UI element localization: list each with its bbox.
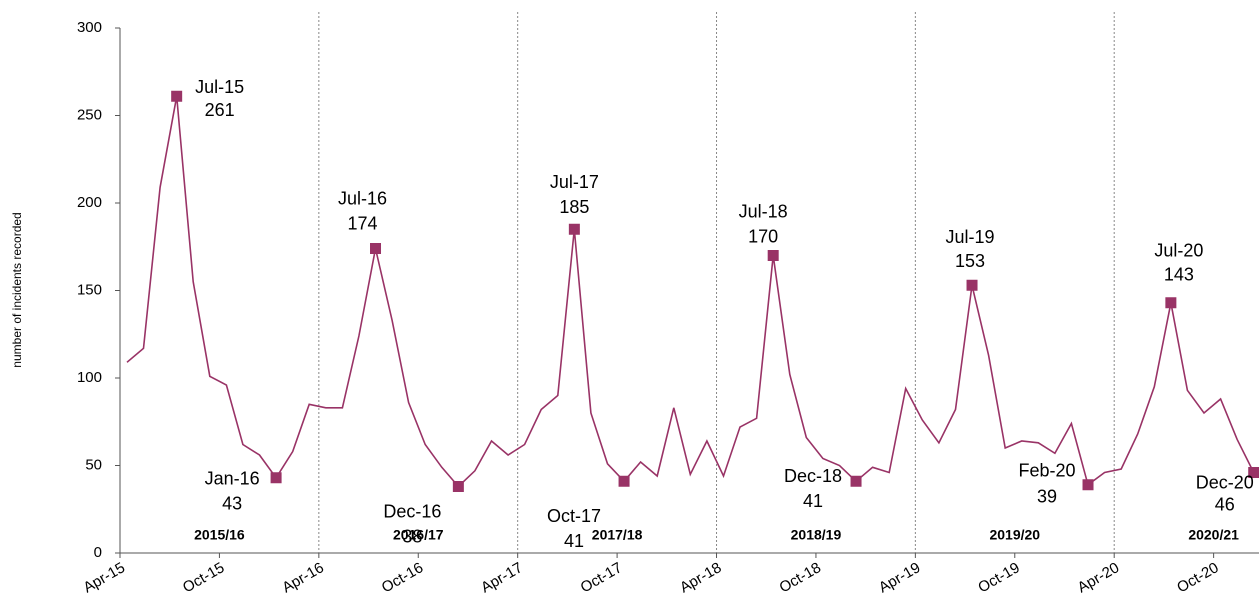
y-axis-label: number of incidents recorded xyxy=(10,212,24,367)
x-tick-label: Oct-17 xyxy=(578,559,625,596)
y-tick-label: 250 xyxy=(77,106,102,123)
x-tick-label: Apr-18 xyxy=(677,559,724,596)
point-marker xyxy=(618,475,630,487)
point-marker xyxy=(452,481,464,492)
period-label: 2018/19 xyxy=(791,527,842,543)
point-label: Dec-16 xyxy=(383,501,441,521)
point-marker xyxy=(1165,297,1177,309)
point-label: Dec-20 xyxy=(1196,472,1254,492)
x-tick-label: Apr-17 xyxy=(478,559,525,596)
point-label: Jul-19 xyxy=(946,227,995,247)
value-label: 261 xyxy=(205,100,235,120)
point-label: Feb-20 xyxy=(1018,461,1075,481)
point-marker xyxy=(850,475,862,487)
point-label: Jan-16 xyxy=(205,469,260,489)
value-label: 153 xyxy=(955,251,985,271)
point-marker xyxy=(370,243,382,254)
point-label: Oct-17 xyxy=(547,506,601,526)
y-tick-label: 0 xyxy=(94,544,102,561)
point-marker xyxy=(767,250,779,261)
x-tick-label: Oct-18 xyxy=(776,559,823,596)
x-tick-label: Oct-15 xyxy=(180,559,227,596)
value-label: 41 xyxy=(564,531,584,551)
period-label: 2019/20 xyxy=(989,527,1040,543)
point-marker xyxy=(568,223,580,235)
x-tick-label: Apr-16 xyxy=(279,559,326,596)
period-label: 2016/17 xyxy=(393,527,444,543)
point-marker xyxy=(1248,467,1259,478)
y-tick-label: 300 xyxy=(77,19,102,36)
point-label: Jul-16 xyxy=(338,188,387,208)
y-tick-label: 150 xyxy=(77,281,102,298)
data-line xyxy=(126,96,1255,488)
y-tick-label: 100 xyxy=(77,369,102,386)
value-label: 170 xyxy=(748,226,778,246)
point-marker xyxy=(1082,479,1094,491)
value-label: 43 xyxy=(222,494,242,514)
point-marker xyxy=(966,279,978,291)
x-tick-label: Oct-16 xyxy=(379,559,426,596)
point-label: Jul-18 xyxy=(739,201,788,221)
point-marker xyxy=(171,90,183,102)
value-label: 38 xyxy=(402,526,422,546)
value-label: 46 xyxy=(1215,494,1235,514)
period-label: 2020/21 xyxy=(1188,527,1239,543)
point-label: Jul-17 xyxy=(550,172,599,192)
point-label: Dec-18 xyxy=(784,466,842,486)
period-label: 2015/16 xyxy=(194,527,245,543)
value-label: 41 xyxy=(803,491,823,511)
point-marker xyxy=(270,472,282,484)
x-tick-label: Apr-15 xyxy=(80,559,127,596)
value-label: 39 xyxy=(1037,487,1057,507)
x-tick-label: Oct-19 xyxy=(975,559,1022,596)
point-label: Jul-20 xyxy=(1154,241,1203,261)
point-label: Jul-15 xyxy=(195,77,244,97)
value-label: 143 xyxy=(1164,265,1194,285)
x-tick-label: Apr-20 xyxy=(1075,559,1122,596)
x-tick-label: Oct-20 xyxy=(1174,559,1221,596)
y-tick-label: 50 xyxy=(85,456,102,473)
period-label: 2017/18 xyxy=(592,527,643,543)
value-label: 185 xyxy=(559,197,589,217)
x-tick-label: Apr-19 xyxy=(876,559,923,596)
y-tick-label: 200 xyxy=(77,194,102,211)
value-label: 174 xyxy=(347,213,377,233)
